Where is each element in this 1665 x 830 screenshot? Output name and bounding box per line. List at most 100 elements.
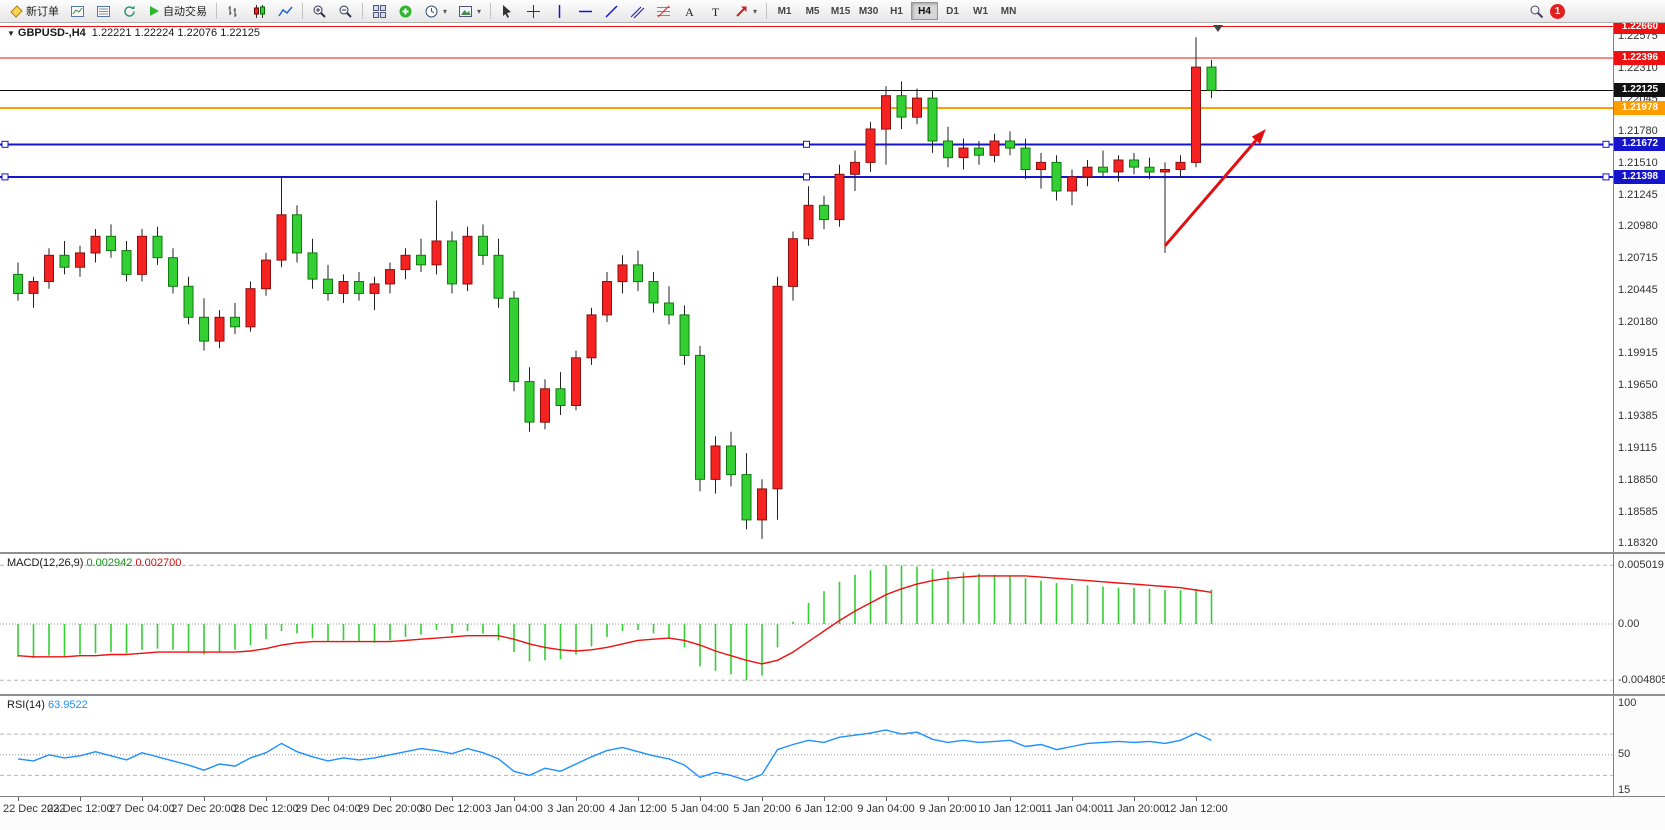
arrows-tool-button[interactable]: ▾ — [729, 1, 762, 21]
channel-tool-button[interactable] — [625, 1, 650, 21]
autotrade-icon — [148, 5, 160, 17]
toolbar-separator — [490, 3, 492, 19]
line-handle — [1602, 140, 1610, 148]
level-price-tag[interactable]: 1.22660 — [1614, 19, 1665, 34]
toolbar-separator — [766, 3, 768, 19]
tile-windows-button[interactable] — [367, 1, 392, 21]
price-axis-label: 1.18850 — [1618, 474, 1658, 486]
time-axis-label: 4 Jan 12:00 — [609, 803, 667, 815]
line-handle — [803, 173, 810, 181]
time-tick — [1134, 797, 1135, 801]
price-axis-label: 1.20180 — [1618, 315, 1658, 328]
time-axis-label: 12 Jan 12:00 — [1164, 803, 1228, 815]
time-tick — [452, 797, 453, 801]
indicators-button[interactable] — [393, 1, 418, 21]
fibonacci-icon — [656, 4, 671, 19]
level-price-tag[interactable]: 1.21672 — [1614, 137, 1665, 152]
macd-histogram — [17, 565, 1213, 681]
autotrade-button[interactable]: 自动交易 — [143, 1, 212, 21]
macd-panel-splitter[interactable] — [0, 552, 1665, 554]
line-handle — [1, 140, 9, 148]
trendline-tool-button[interactable] — [599, 1, 624, 21]
refresh-button[interactable] — [117, 1, 142, 21]
line-handle — [1602, 173, 1610, 181]
level-price-tag[interactable]: 1.21978 — [1614, 100, 1665, 115]
rsi-value: 63.9522 — [47, 699, 88, 711]
periods-button[interactable]: ▾ — [419, 1, 452, 21]
horizontal-line-icon — [578, 4, 593, 19]
time-axis-label: 28 Dec 12:00 — [233, 803, 299, 815]
level-price-tag[interactable]: 1.21398 — [1614, 169, 1665, 184]
timeframe-h1-button[interactable]: H1 — [883, 2, 910, 20]
zoom-out-icon — [338, 4, 353, 19]
price-axis-label: 1.19115 — [1618, 442, 1657, 455]
timeframe-m1-button[interactable]: M1 — [771, 2, 798, 20]
tile-windows-icon — [372, 4, 387, 19]
notification-badge[interactable]: 1 — [1550, 3, 1565, 19]
fibonacci-tool-button[interactable] — [651, 1, 676, 21]
macd-axis-label: 0.00 — [1618, 617, 1640, 630]
new-chart-icon — [70, 4, 85, 19]
level-lines[interactable] — [0, 26, 1613, 181]
macd-label: MACD(12,26,9) 0.002942 0.002700 — [7, 557, 181, 569]
profiles-button[interactable] — [91, 1, 116, 21]
text-tool-button[interactable]: A — [677, 1, 702, 21]
price-axis-label: 1.20980 — [1618, 220, 1658, 233]
price-axis-label: 1.21780 — [1618, 124, 1658, 137]
autotrade-label: 自动交易 — [163, 6, 207, 18]
line-handle — [1, 173, 9, 181]
horizontal-line-tool-button[interactable] — [573, 1, 598, 21]
time-axis-label: 27 Dec 20:00 — [171, 803, 237, 815]
new-order-button[interactable]: 新订单 — [4, 1, 64, 21]
collapse-chart-icon[interactable]: ▼ — [7, 29, 15, 38]
channel-icon — [630, 4, 645, 19]
bid-price-tag[interactable]: 1.22125 — [1614, 83, 1665, 98]
level-price-tag[interactable]: 1.22396 — [1614, 51, 1665, 65]
zoom-in-button[interactable] — [307, 1, 332, 21]
time-axis-label: 9 Jan 20:00 — [919, 803, 977, 815]
profiles-icon — [96, 4, 111, 19]
timeframe-mn-button[interactable]: MN — [995, 2, 1022, 20]
timeframe-m5-button[interactable]: M5 — [799, 2, 826, 20]
price-axis[interactable]: 1.22575 1.22310 1.22045 1.21780 1.21510 1.212… — [1613, 19, 1665, 797]
templates-icon — [458, 4, 473, 19]
price-axis-label: 1.19385 — [1618, 410, 1658, 423]
macd-signal-line — [17, 575, 1212, 665]
time-axis-label: 27 Dec 04:00 — [109, 803, 175, 815]
vertical-line-tool-button[interactable] — [547, 1, 572, 21]
chart-shift-marker[interactable] — [1213, 25, 1223, 32]
arrow-object-icon — [734, 4, 749, 19]
crosshair-tool-button[interactable] — [521, 1, 546, 21]
trend-arrow[interactable] — [1163, 129, 1266, 247]
timeframe-d1-button[interactable]: D1 — [939, 2, 966, 20]
macd-axis-label: -0.004805 — [1618, 673, 1665, 686]
label-icon: T — [708, 4, 723, 19]
cursor-tool-button[interactable] — [495, 1, 520, 21]
zoom-out-button[interactable] — [333, 1, 358, 21]
timeframe-w1-button[interactable]: W1 — [967, 2, 994, 20]
timeframe-h4-button[interactable]: H4 — [911, 2, 939, 20]
timeframe-m15-button[interactable]: M15 — [827, 2, 854, 20]
label-tool-button[interactable]: T — [703, 1, 728, 21]
time-tick — [80, 797, 81, 801]
templates-button[interactable]: ▾ — [453, 1, 486, 21]
search-button[interactable] — [1524, 1, 1549, 21]
rsi-axis-label: 15 — [1618, 784, 1631, 797]
line-chart-button[interactable] — [273, 1, 298, 21]
time-tick — [886, 797, 887, 801]
candlestick-button[interactable] — [247, 1, 272, 21]
vertical-line-icon — [552, 4, 567, 19]
bar-chart-icon — [226, 4, 241, 19]
new-chart-button[interactable] — [65, 1, 90, 21]
zoom-in-icon — [312, 4, 327, 19]
time-axis-label: 9 Jan 04:00 — [857, 803, 915, 815]
bar-chart-button[interactable] — [221, 1, 246, 21]
time-axis[interactable]: 22 Dec 2022 23 Dec 12:00 27 Dec 04:00 27 De… — [0, 796, 1665, 830]
time-axis-label: 29 Dec 20:00 — [357, 803, 423, 815]
macd-axis-label: 0.005019 — [1618, 558, 1664, 571]
timeframe-m30-button[interactable]: M30 — [855, 2, 882, 20]
rsi-panel-splitter[interactable] — [0, 694, 1665, 696]
time-axis-label: 10 Jan 12:00 — [978, 803, 1042, 815]
